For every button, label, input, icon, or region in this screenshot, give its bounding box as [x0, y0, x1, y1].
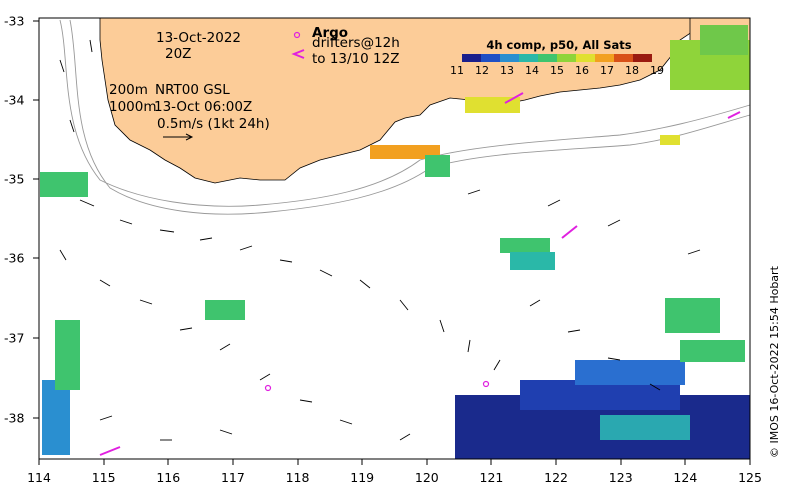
colorbar-swatch	[614, 54, 633, 62]
model-label: NRT00 GSL	[155, 82, 230, 98]
axis-ticks	[33, 20, 751, 465]
scale-label: 0.5m/s (1kt 24h)	[157, 116, 270, 132]
colorbar-label: 13	[500, 64, 514, 77]
colorbar-swatch	[519, 54, 538, 62]
contour-1000m	[69, 19, 751, 215]
y-tick-label: -36	[4, 250, 25, 266]
x-tick-label: 118	[285, 470, 310, 485]
colorbar-swatch	[557, 54, 576, 62]
argo-float	[264, 384, 272, 392]
colorbar-swatch	[538, 54, 557, 62]
x-tick-label: 122	[544, 470, 569, 485]
credit-label: © IMOS 16-Oct-2022 15:54 Hobart	[768, 266, 781, 458]
x-tick-label: 120	[414, 470, 439, 485]
contour-200-label: 200m	[109, 82, 148, 98]
x-tick-label: 115	[91, 470, 116, 485]
colorbar-swatch	[481, 54, 500, 62]
argo-legend-marker	[293, 31, 301, 39]
y-tick-label: -33	[4, 13, 25, 29]
y-tick-label: -35	[4, 171, 25, 187]
colorbar-swatch	[576, 54, 595, 62]
x-tick-label: 119	[350, 470, 375, 485]
colorbar-label: 15	[550, 64, 564, 77]
x-tick-label: 117	[220, 470, 245, 485]
drifter-tracks	[99, 92, 741, 456]
colorbar-label: 19	[650, 64, 664, 77]
colorbar-label: 16	[575, 64, 589, 77]
colorbar-swatch	[633, 54, 652, 62]
colorbar-labels: 11 12 13 14 15 16 17 18 19	[450, 64, 664, 77]
colorbar-label: 17	[600, 64, 614, 77]
drifter-legend-marker	[291, 49, 305, 59]
contour-1000-label: 1000m	[109, 99, 157, 115]
time-label: 20Z	[165, 46, 192, 62]
colorbar-label: 11	[450, 64, 464, 77]
argo-label: Argo	[312, 25, 349, 41]
argo-float	[482, 380, 490, 388]
scale-arrow	[163, 133, 194, 141]
colorbar-swatch	[595, 54, 614, 62]
y-tick-label: -37	[4, 330, 25, 346]
x-tick-label: 114	[27, 470, 51, 485]
x-tick-label: 124	[673, 470, 698, 485]
x-tick-label: 121	[479, 470, 504, 485]
contour-200m	[59, 19, 751, 207]
colorbar-swatch	[500, 54, 519, 62]
sst-patches	[40, 25, 750, 459]
x-tick-label: 123	[608, 470, 633, 485]
colorbar-title: 4h comp, p50, All Sats	[486, 38, 632, 52]
model-time-label: 13-Oct 06:00Z	[154, 99, 253, 115]
plot-frame	[38, 17, 751, 460]
drifters-label: drifters@12h	[312, 35, 400, 51]
y-tick-label: -38	[4, 410, 25, 426]
x-tick-label: 125	[738, 470, 762, 485]
drifters-to-label: to 13/10 12Z	[312, 51, 400, 67]
colorbar-label: 12	[475, 64, 489, 77]
y-tick-label: -34	[4, 92, 25, 108]
date-label: 13-Oct-2022	[156, 30, 241, 46]
colorbar-swatch	[462, 54, 481, 62]
colorbar	[462, 54, 652, 62]
current-arrows	[59, 39, 701, 441]
colorbar-label: 14	[525, 64, 539, 77]
colorbar-label: 18	[625, 64, 639, 77]
x-tick-label: 116	[156, 470, 181, 485]
